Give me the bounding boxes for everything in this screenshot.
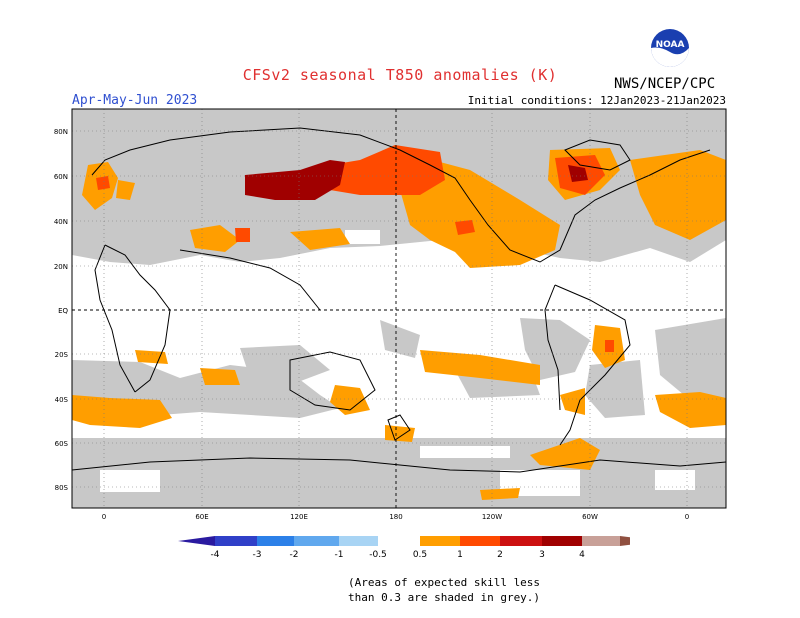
lat-label: 60N [54, 173, 68, 181]
lat-label: 80N [54, 128, 68, 136]
lat-label: 80S [55, 484, 69, 492]
colorbar-tick: -0.5 [369, 550, 387, 560]
colorbar-cell [215, 536, 257, 546]
colorbar-cell [620, 536, 630, 546]
colorbar-cell [582, 536, 620, 546]
season-label: Apr-May-Jun 2023 [72, 93, 198, 108]
lat-label: 40S [55, 396, 69, 404]
lat-label: EQ [58, 307, 68, 315]
skill-note: (Areas of expected skill less than 0.3 a… [348, 575, 540, 605]
colorbar-tick: -2 [290, 550, 299, 560]
colorbar-tick: 0.5 [413, 550, 427, 560]
lon-label: 180 [389, 513, 402, 521]
lat-label: 20N [54, 263, 68, 271]
colorbar-tick: 4 [579, 550, 585, 560]
lon-label: 60W [582, 513, 598, 521]
note-line: (Areas of expected skill less [348, 576, 541, 589]
lon-label: 120W [482, 513, 502, 521]
colorbar-ticks: -4 -3 -2 -1 -0.5 0.5 1 2 3 4 [211, 550, 586, 560]
colorbar-cell [257, 536, 294, 546]
skill-gaps [100, 230, 695, 496]
colorbar-tick: -4 [211, 550, 220, 560]
colorbar-tick: 3 [539, 550, 545, 560]
lat-label: 60S [55, 440, 69, 448]
lon-label: 60E [195, 513, 208, 521]
colorbar: -4 -3 -2 -1 -0.5 0.5 1 2 3 4 [178, 536, 630, 560]
colorbar-cells [178, 536, 630, 546]
noaa-logo-icon: NOAA [651, 29, 689, 67]
lat-label: 40N [54, 218, 68, 226]
colorbar-cell [500, 536, 542, 546]
lat-label: 20S [55, 351, 69, 359]
colorbar-tick: 2 [497, 550, 503, 560]
note-line: than 0.3 are shaded in grey.) [348, 591, 541, 604]
map-frame [71, 108, 727, 509]
colorbar-cell [460, 536, 500, 546]
anomaly-2-3 [245, 160, 588, 200]
colorbar-cell [378, 536, 420, 546]
lat-labels: 80N 60N 40N 20N EQ 20S 40S 60S 80S [54, 128, 69, 492]
colorbar-tick: -3 [253, 550, 262, 560]
colorbar-tick: -1 [335, 550, 344, 560]
colorbar-cell [339, 536, 378, 546]
colorbar-tick: 1 [457, 550, 463, 560]
lon-labels: 0 60E 120E 180 120W 60W 0 [102, 513, 689, 521]
chart-title: CFSv2 seasonal T850 anomalies (K) [242, 66, 558, 84]
lon-label: 0 [685, 513, 689, 521]
lon-label: 120E [290, 513, 308, 521]
lon-label: 0 [102, 513, 106, 521]
logo-text: NOAA [656, 40, 685, 50]
colorbar-cell [542, 536, 582, 546]
colorbar-cell [294, 536, 339, 546]
graticule [72, 109, 726, 508]
initial-conditions-label: Initial conditions: 12Jan2023-21Jan2023 [467, 94, 726, 107]
colorbar-cell [420, 536, 460, 546]
colorbar-cell [178, 536, 215, 546]
agency-label: NWS/NCEP/CPC [614, 76, 716, 92]
